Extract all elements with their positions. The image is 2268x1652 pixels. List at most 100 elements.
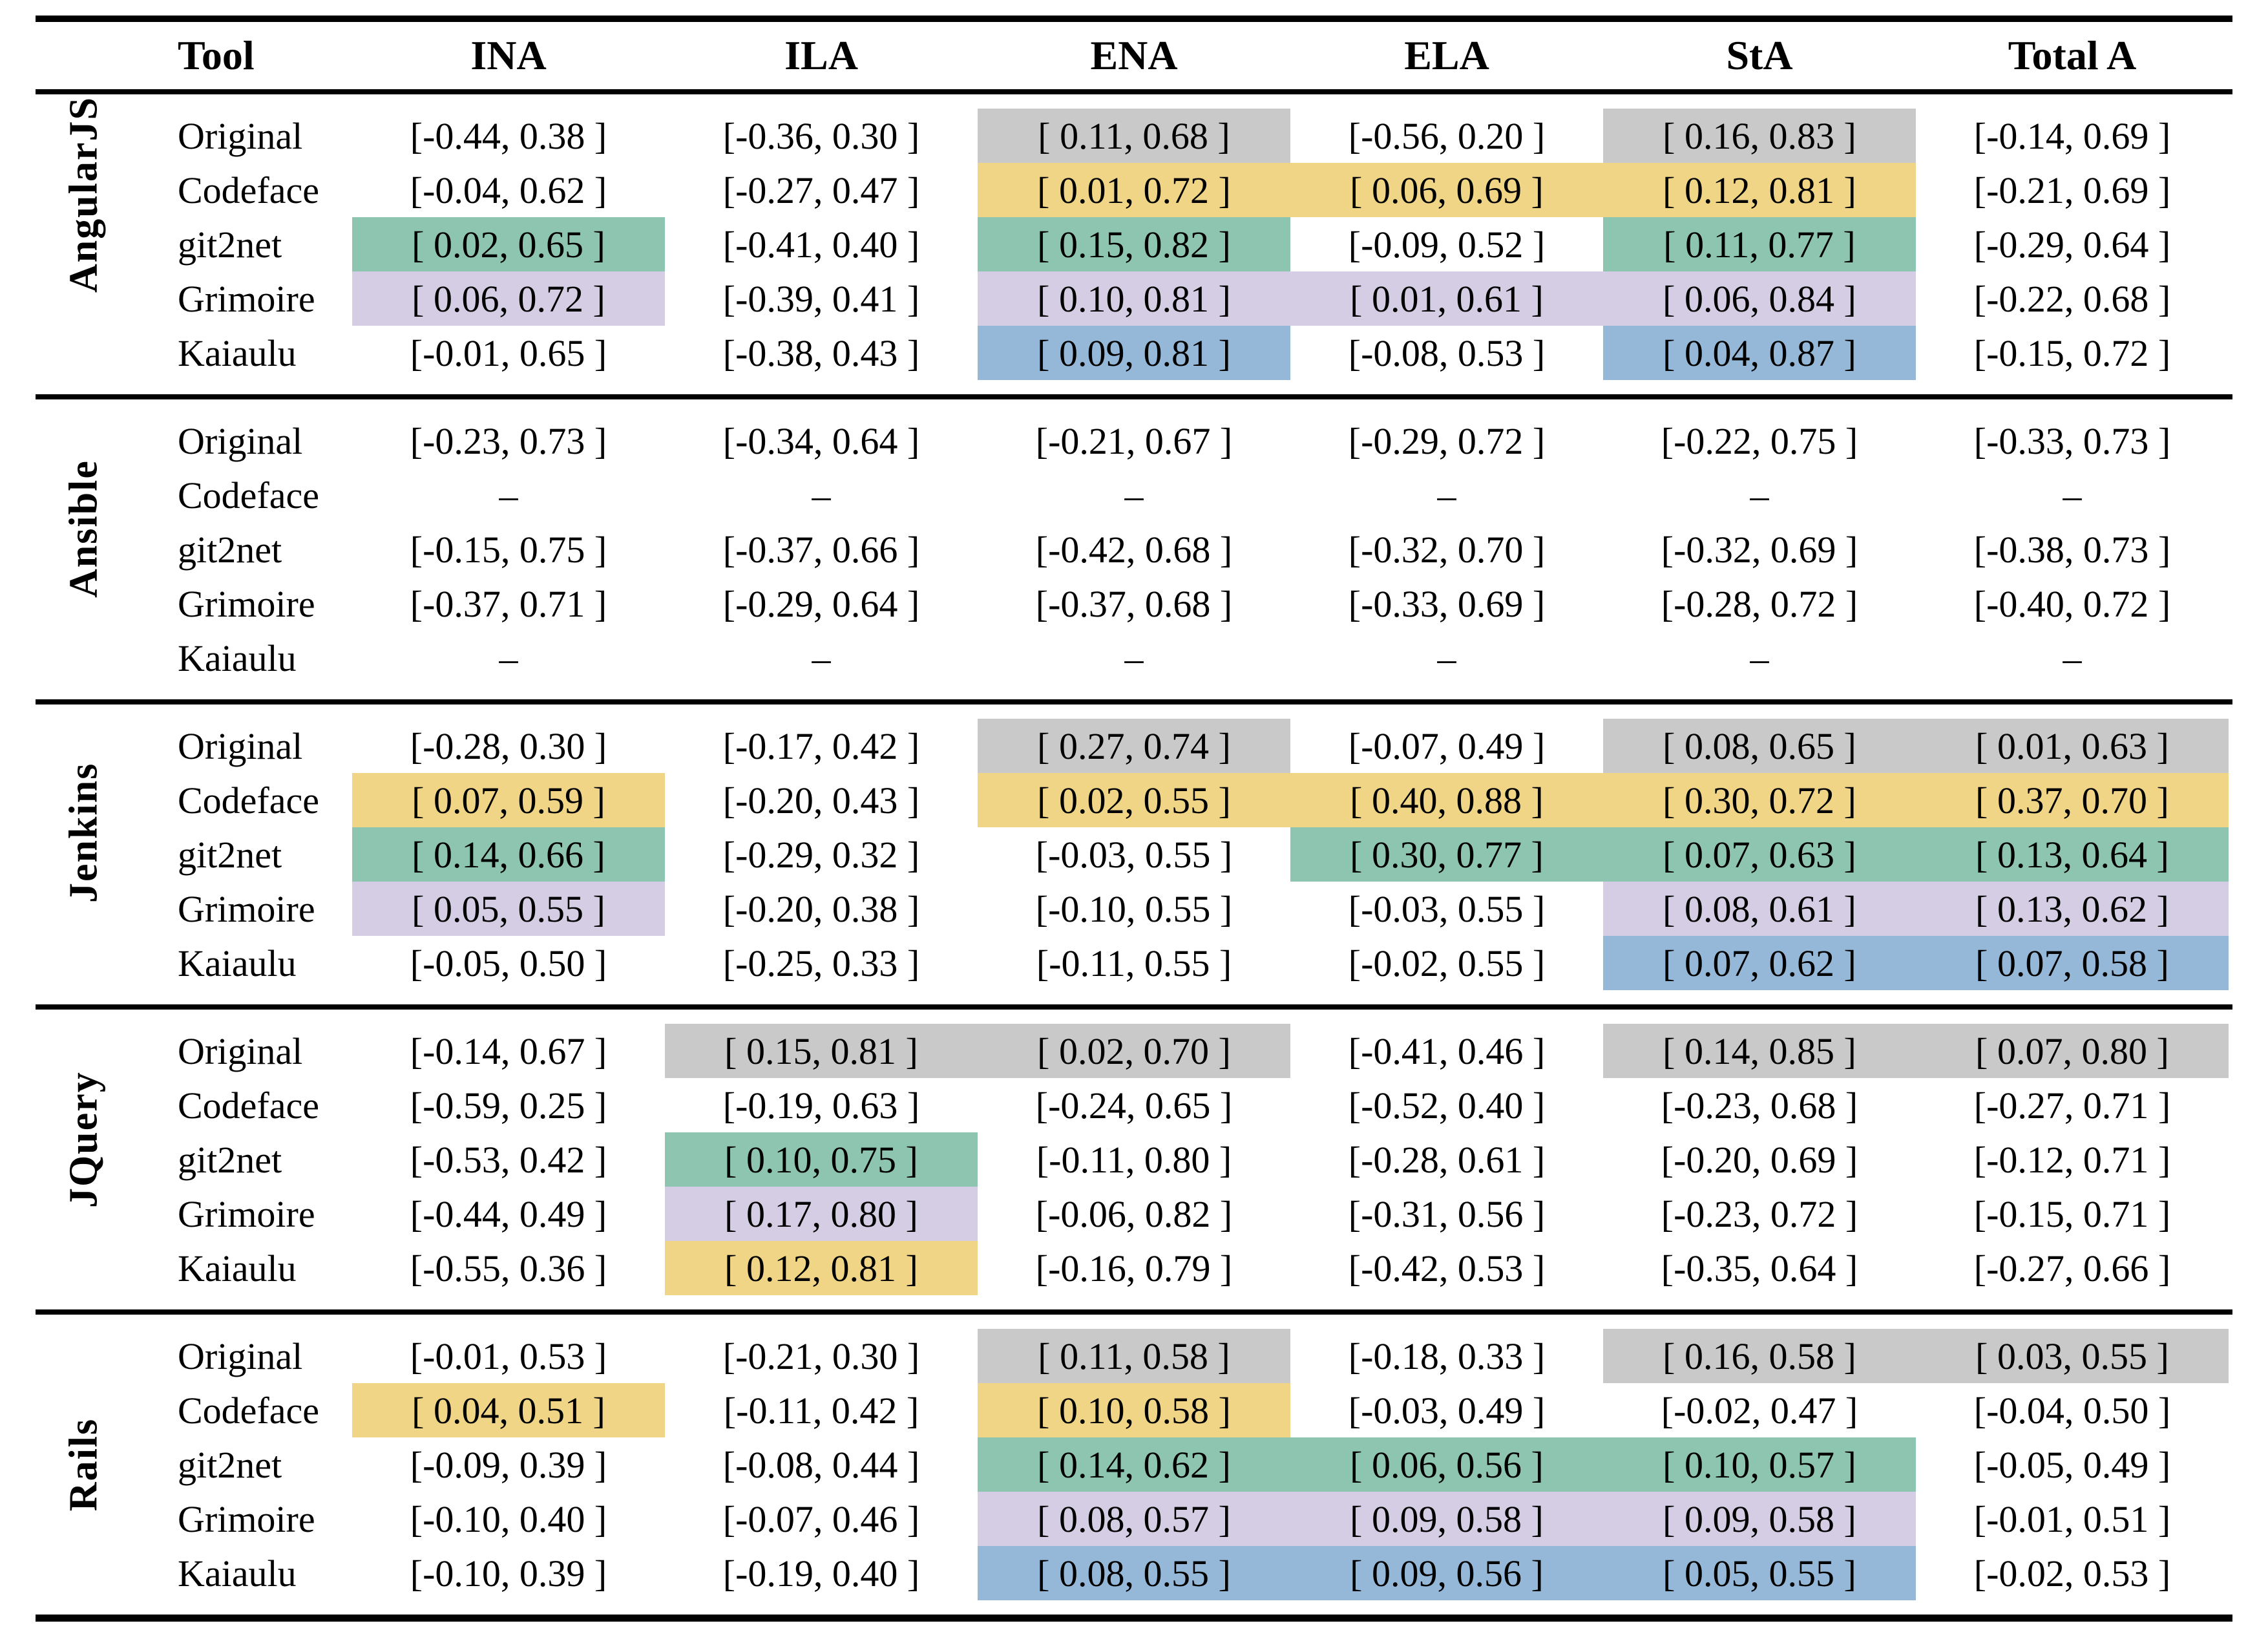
- header-row: Tool INA ILA ENA ELA StA Total A: [36, 22, 2232, 89]
- interval-cell: [ 0.12, 0.81 ]: [665, 1241, 978, 1295]
- interval-cell: [-0.41, 0.46 ]: [1348, 1030, 1546, 1072]
- interval-cell: [-0.23, 0.72 ]: [1661, 1192, 1858, 1235]
- interval-cell: [-0.09, 0.52 ]: [1348, 223, 1546, 266]
- tool-name: Original: [178, 1335, 303, 1377]
- interval-cell: [ 0.06, 0.56 ]: [1290, 1437, 1603, 1492]
- bottom-rule: [36, 1615, 2232, 1622]
- interval-cell: [-0.23, 0.68 ]: [1661, 1084, 1858, 1127]
- table-row: Original [-0.28, 0.30 ] [-0.17, 0.42 ] [ 0.…: [36, 719, 2232, 773]
- interval-cell: [-0.15, 0.72 ]: [1973, 332, 2171, 374]
- group-jquery: JQuery Original [-0.14, 0.67 ] [ 0.15, 0.81…: [36, 1010, 2232, 1309]
- tool-name: Kaiaulu: [178, 1247, 297, 1289]
- interval-cell: [ 0.16, 0.58 ]: [1603, 1329, 1916, 1383]
- interval-cell: [-0.16, 0.79 ]: [1035, 1247, 1233, 1289]
- interval-cell: [-0.05, 0.50 ]: [410, 942, 607, 984]
- interval-cell: [ 0.07, 0.59 ]: [352, 773, 665, 827]
- row-label-spacer: [36, 936, 132, 990]
- interval-cell: –: [812, 637, 831, 679]
- interval-cell: [ 0.04, 0.87 ]: [1603, 326, 1916, 380]
- interval-cell: [-0.59, 0.25 ]: [410, 1084, 607, 1127]
- group-ansible: Ansible Original [-0.23, 0.73 ] [-0.34, 0.6…: [36, 399, 2232, 699]
- table-row: Codeface [-0.59, 0.25 ] [-0.19, 0.63 ] [-0.…: [36, 1078, 2232, 1132]
- group-angularjs: AngularJS Original [-0.44, 0.38 ] [-0.36, 0…: [36, 94, 2232, 394]
- interval-cell: [-0.11, 0.80 ]: [1036, 1138, 1232, 1181]
- interval-cell: [-0.37, 0.68 ]: [1035, 582, 1233, 625]
- table-row: Kaiaulu [-0.10, 0.39 ] [-0.19, 0.40 ] [ 0.0…: [36, 1546, 2232, 1600]
- interval-cell: [-0.34, 0.64 ]: [722, 419, 920, 462]
- interval-cell: [-0.55, 0.36 ]: [410, 1247, 607, 1289]
- tool-name: Grimoire: [178, 277, 315, 320]
- interval-cell: [ 0.09, 0.81 ]: [978, 326, 1290, 380]
- interval-cell: [ 0.07, 0.63 ]: [1603, 827, 1916, 882]
- tool-name: Codeface: [178, 169, 319, 211]
- interval-cell: –: [1124, 474, 1144, 516]
- table-row: git2net [-0.09, 0.39 ] [-0.08, 0.44 ] [ 0.1…: [36, 1437, 2232, 1492]
- interval-cell: [-0.20, 0.38 ]: [722, 887, 920, 930]
- interval-cell: [ 0.12, 0.81 ]: [1603, 163, 1916, 217]
- table-row: Grimoire [ 0.06, 0.72 ] [-0.39, 0.41 ] [ 0.…: [36, 271, 2232, 326]
- project-label-jquery: JQuery: [61, 1071, 106, 1208]
- interval-cell: [-0.04, 0.62 ]: [410, 169, 607, 211]
- interval-cell: [-0.01, 0.51 ]: [1973, 1498, 2171, 1540]
- tool-name: Kaiaulu: [178, 332, 297, 374]
- interval-cell: –: [1437, 637, 1456, 679]
- interval-cell: [-0.19, 0.63 ]: [722, 1084, 920, 1127]
- table-row: git2net [-0.53, 0.42 ] [ 0.10, 0.75 ] [-0.1…: [36, 1132, 2232, 1187]
- interval-cell: [ 0.04, 0.51 ]: [352, 1383, 665, 1437]
- interval-cell: [-0.02, 0.53 ]: [1973, 1552, 2171, 1594]
- interval-cell: [ 0.01, 0.63 ]: [1916, 719, 2229, 773]
- group-rails: Rails Original [-0.01, 0.53 ] [-0.21, 0.30 …: [36, 1315, 2232, 1615]
- interval-cell: [-0.01, 0.65 ]: [410, 332, 607, 374]
- row-label-spacer: [36, 326, 132, 380]
- column-header-total-a: Total A: [2008, 32, 2137, 78]
- tool-name: Kaiaulu: [178, 1552, 297, 1594]
- interval-cell: [ 0.30, 0.72 ]: [1603, 773, 1916, 827]
- tool-name: git2net: [178, 1443, 282, 1486]
- interval-cell: [ 0.27, 0.74 ]: [978, 719, 1290, 773]
- row-label-spacer: [36, 1024, 132, 1078]
- tool-name: git2net: [178, 223, 282, 266]
- table-row: Original [-0.44, 0.38 ] [-0.36, 0.30 ] [ 0.…: [36, 109, 2232, 163]
- interval-cell: –: [1437, 474, 1456, 516]
- interval-cell: [-0.15, 0.71 ]: [1973, 1192, 2171, 1235]
- table-row: Kaiaulu [-0.55, 0.36 ] [ 0.12, 0.81 ] [-0.1…: [36, 1241, 2232, 1295]
- interval-cell: [-0.29, 0.64 ]: [722, 582, 920, 625]
- group-separator-rule: [36, 1309, 2232, 1315]
- table-body: AngularJS Original [-0.44, 0.38 ] [-0.36, 0…: [36, 94, 2232, 1615]
- interval-cell: [ 0.11, 0.68 ]: [978, 109, 1290, 163]
- interval-cell: [ 0.02, 0.55 ]: [978, 773, 1290, 827]
- interval-cell: [-0.15, 0.75 ]: [410, 528, 607, 571]
- interval-cell: [-0.41, 0.40 ]: [722, 223, 920, 266]
- table-row: Original [-0.23, 0.73 ] [-0.34, 0.64 ] [-0.…: [36, 414, 2232, 468]
- interval-cell: [ 0.05, 0.55 ]: [352, 882, 665, 936]
- interval-cell: [ 0.01, 0.61 ]: [1290, 271, 1603, 326]
- header-rule: [36, 89, 2232, 94]
- interval-cell: [ 0.01, 0.72 ]: [978, 163, 1290, 217]
- interval-cell: [ 0.13, 0.64 ]: [1916, 827, 2229, 882]
- interval-cell: [ 0.06, 0.72 ]: [352, 271, 665, 326]
- interval-cell: [-0.21, 0.69 ]: [1973, 169, 2171, 211]
- interval-cell: [-0.31, 0.56 ]: [1348, 1192, 1546, 1235]
- interval-cell: [-0.27, 0.71 ]: [1973, 1084, 2171, 1127]
- interval-cell: [-0.12, 0.71 ]: [1973, 1138, 2171, 1181]
- interval-cell: –: [499, 637, 518, 679]
- interval-cell: [-0.23, 0.73 ]: [410, 419, 607, 462]
- interval-cell: [ 0.14, 0.85 ]: [1603, 1024, 1916, 1078]
- table-row: git2net [ 0.14, 0.66 ] [-0.29, 0.32 ] [-0.0…: [36, 827, 2232, 882]
- tool-name: Original: [178, 1030, 303, 1072]
- interval-cell: –: [1124, 637, 1144, 679]
- interval-cell: [-0.02, 0.55 ]: [1348, 942, 1546, 984]
- interval-cell: [-0.29, 0.64 ]: [1973, 223, 2171, 266]
- interval-cell: [ 0.37, 0.70 ]: [1916, 773, 2229, 827]
- group-separator-rule: [36, 394, 2232, 399]
- tool-name: Grimoire: [178, 1192, 315, 1235]
- interval-cell: [-0.33, 0.73 ]: [1973, 419, 2171, 462]
- interval-cell: [-0.29, 0.32 ]: [722, 833, 920, 876]
- interval-cell: [ 0.05, 0.55 ]: [1603, 1546, 1916, 1600]
- column-header-ila: ILA: [784, 32, 858, 78]
- tool-name: Original: [178, 419, 303, 462]
- tool-name: git2net: [178, 528, 282, 571]
- accuracy-intervals-table: Tool INA ILA ENA ELA StA Total A AngularJS Orig…: [36, 16, 2232, 1622]
- interval-cell: [-0.10, 0.40 ]: [410, 1498, 607, 1540]
- interval-cell: [ 0.14, 0.62 ]: [978, 1437, 1290, 1492]
